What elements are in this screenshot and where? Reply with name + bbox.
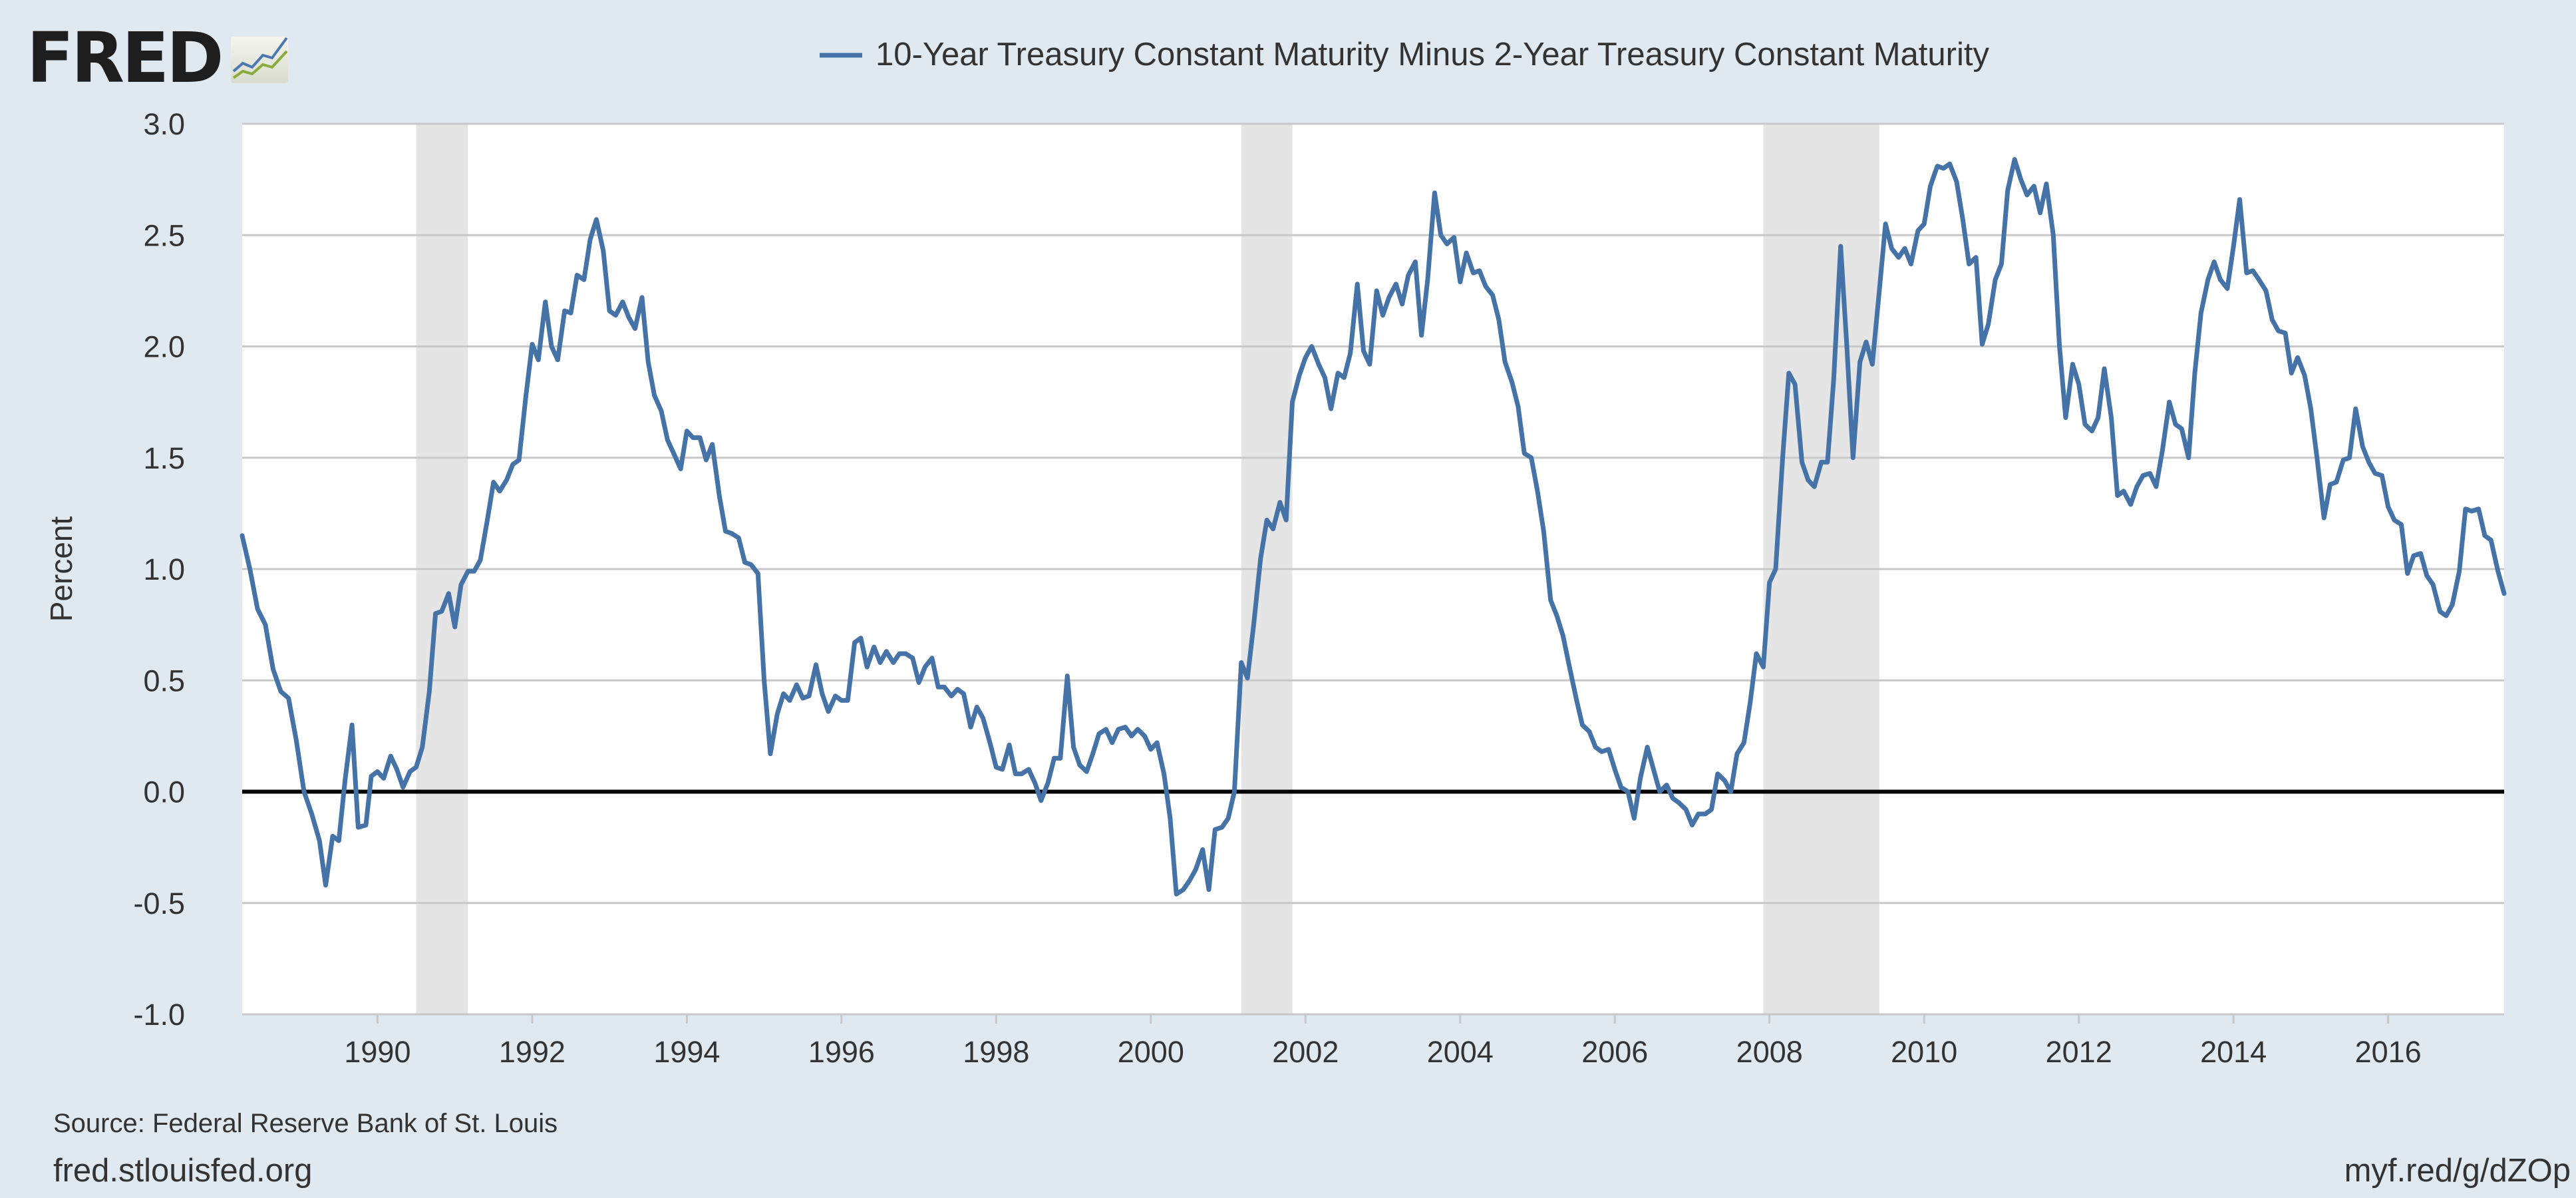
x-tick-label: 2006	[1581, 1035, 1648, 1069]
y-tick-label: 0.0	[143, 775, 185, 809]
x-tick-label: 1990	[344, 1035, 410, 1069]
y-tick-label: 1.0	[143, 552, 185, 586]
legend[interactable]: 10-Year Treasury Constant Maturity Minus…	[820, 37, 1989, 73]
y-tick-label: 3.0	[143, 107, 185, 141]
y-tick-label: 2.0	[143, 330, 185, 364]
short-link[interactable]: myf.red/g/dZOp	[2344, 1153, 2571, 1189]
y-tick-label: -0.5	[133, 887, 185, 920]
x-tick-label: 1992	[499, 1035, 565, 1069]
y-tick-label: 1.5	[143, 441, 185, 475]
y-tick-label: 0.5	[143, 664, 185, 698]
yield-spread-chart: 10-Year Treasury Constant Maturity Minus…	[44, 37, 2507, 1069]
x-tick-label: 2004	[1427, 1035, 1494, 1069]
fred-logo[interactable]: FRED	[27, 21, 289, 95]
x-tick-label: 2010	[1891, 1035, 1957, 1069]
x-tick-label: 2000	[1118, 1035, 1184, 1069]
site-link[interactable]: fred.stlouisfed.org	[53, 1153, 313, 1189]
y-tick-label: 2.5	[143, 218, 185, 252]
legend-label: 10-Year Treasury Constant Maturity Minus…	[876, 37, 1989, 73]
x-tick-label: 1994	[653, 1035, 720, 1069]
source-note: Source: Federal Reserve Bank of St. Loui…	[53, 1109, 558, 1138]
y-axis-label: Percent	[44, 516, 79, 622]
x-tick-label: 2002	[1272, 1035, 1339, 1069]
x-tick-label: 2014	[2200, 1035, 2267, 1069]
x-tick-label: 2008	[1736, 1035, 1803, 1069]
series-line[interactable]	[240, 157, 2507, 897]
x-tick-label: 1998	[963, 1035, 1029, 1069]
rising-line-chart-icon	[230, 37, 288, 83]
x-tick-label: 2016	[2355, 1035, 2422, 1069]
x-tick-label: 2012	[2046, 1035, 2112, 1069]
logo-text: FRED	[27, 17, 224, 99]
y-tick-label: -1.0	[133, 998, 185, 1032]
y-axis-ticks: 3.0 2.5 2.0 1.5 1.0 0.5 0.0 -0.5 -1.0	[133, 107, 185, 1032]
x-axis-ticks: 1990 1992 1994 1996 1998 2000 2002 2004 2006 2008…	[344, 1014, 2422, 1069]
x-tick-label: 1996	[808, 1035, 875, 1069]
